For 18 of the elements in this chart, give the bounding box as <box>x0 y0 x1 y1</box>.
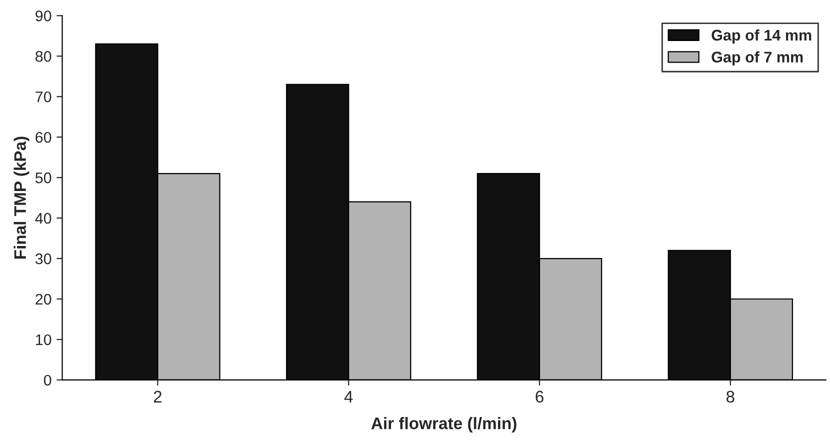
y-tick-label: 40 <box>35 212 52 224</box>
x-tick-label: 6 <box>536 390 544 403</box>
y-tick-label: 50 <box>35 172 52 184</box>
x-tick-label: 8 <box>726 390 734 403</box>
x-axis-title: Air flowrate (l/min) <box>371 417 516 433</box>
y-tick-label: 90 <box>36 10 52 22</box>
y-tick-label: 70 <box>36 91 52 102</box>
legend-label: Gap of 7 mm <box>712 51 803 66</box>
y-tick-label: 60 <box>36 132 52 143</box>
y-tick-label: 80 <box>36 50 52 62</box>
y-axis-title: Final TMP (kPa) <box>14 136 30 259</box>
legend-label: Gap of 14 mm <box>712 29 812 44</box>
y-tick-label: 30 <box>35 253 52 264</box>
y-tick-label: 10 <box>36 334 52 346</box>
x-tick-label: 2 <box>154 390 162 402</box>
x-tick-label: 4 <box>344 390 353 402</box>
y-tick-label: 0 <box>44 374 52 386</box>
y-tick-label: 20 <box>36 294 52 305</box>
